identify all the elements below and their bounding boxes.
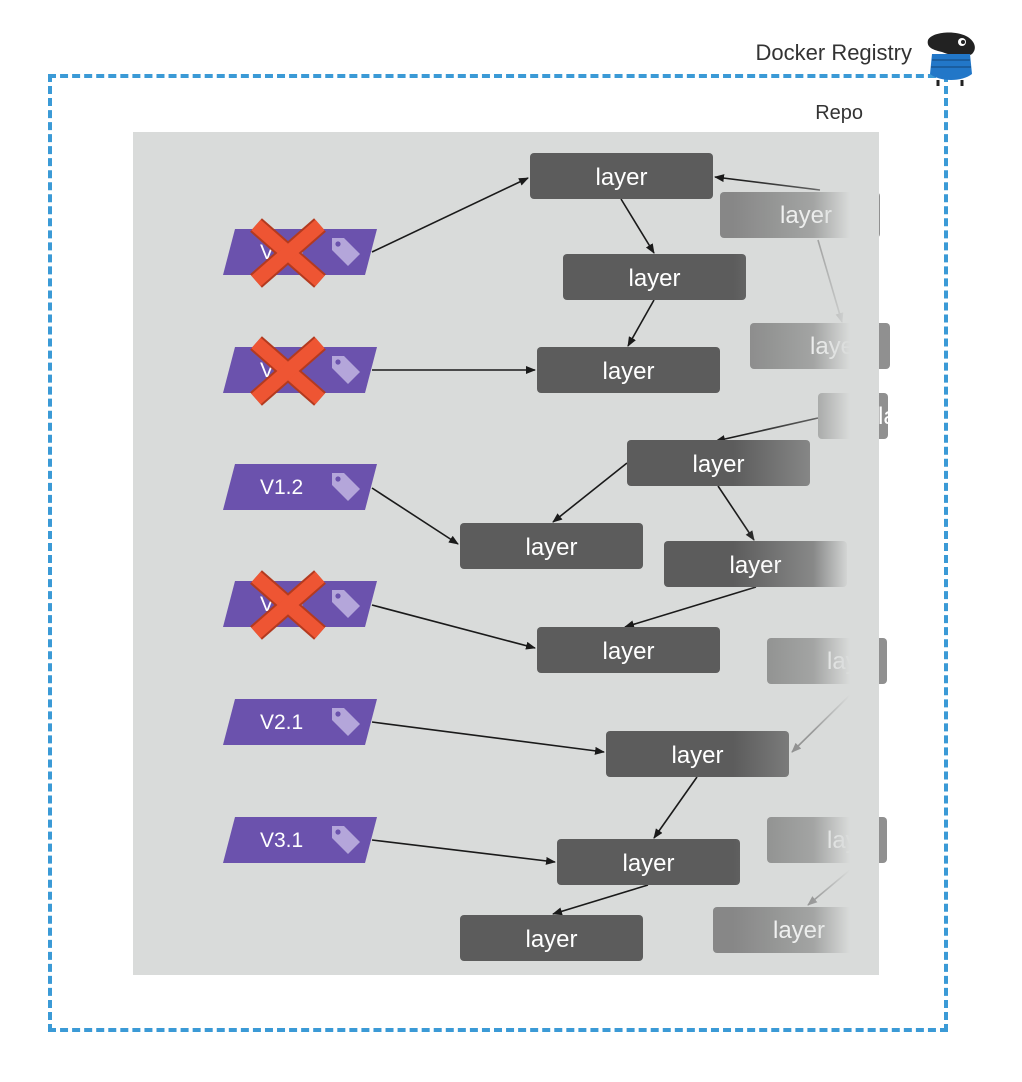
tag-v1-2: V1.2 — [223, 464, 377, 510]
layer-box: layer — [460, 915, 643, 961]
layer-label: layer — [602, 638, 654, 665]
layer-label: layer — [595, 164, 647, 191]
layer-box: layer — [557, 839, 740, 885]
delete-x-icon — [250, 218, 326, 288]
dependency-arrow — [371, 487, 459, 545]
tag-v2-1: V2.1 — [223, 699, 377, 745]
dependency-arrow — [552, 462, 628, 523]
tag-v1-1: V1.1 — [223, 336, 377, 406]
layer-label: layer — [525, 534, 577, 561]
dependency-arrow — [371, 839, 556, 865]
layer-label: layer — [525, 926, 577, 953]
dependency-arrow — [620, 198, 655, 254]
docker-registry-logo-icon — [927, 32, 975, 86]
fade-overlay — [733, 132, 879, 975]
dependency-arrow — [627, 299, 655, 347]
layer-box: layer — [563, 254, 746, 300]
repo-label: Repo — [815, 102, 863, 124]
layer-label: layer — [671, 742, 723, 769]
tag-label: V1.2 — [260, 476, 303, 499]
dependency-arrow — [371, 604, 536, 650]
tag-label: V3.1 — [260, 829, 303, 852]
layer-box: layer — [537, 347, 720, 393]
layer-label: layer — [628, 265, 680, 292]
tag-v1-0: V1.0 — [223, 218, 377, 288]
tag-icon — [332, 473, 360, 501]
layer-box: layer — [537, 627, 720, 673]
dependency-arrow — [552, 884, 649, 916]
registry-boundary — [48, 74, 948, 1032]
tag-icon — [332, 708, 360, 736]
delete-x-icon — [250, 336, 326, 406]
dependency-arrow — [371, 177, 529, 253]
faded-layer-label: layer — [878, 403, 930, 430]
registry-label: Docker Registry — [755, 40, 912, 65]
delete-x-icon — [250, 570, 326, 640]
tag-icon — [332, 590, 360, 618]
tag-v3-1: V3.1 — [223, 817, 377, 863]
tag-icon — [332, 826, 360, 854]
layer-box: layer — [530, 153, 713, 199]
tag-v2-0: V2.0 — [223, 570, 377, 640]
dependency-arrow — [371, 721, 605, 755]
layer-box: layer — [460, 523, 643, 569]
tag-icon — [332, 356, 360, 384]
tag-icon — [332, 238, 360, 266]
dependency-arrow — [653, 776, 698, 839]
tag-label: V2.1 — [260, 711, 303, 734]
layer-label: layer — [602, 358, 654, 385]
layer-label: layer — [622, 850, 674, 877]
